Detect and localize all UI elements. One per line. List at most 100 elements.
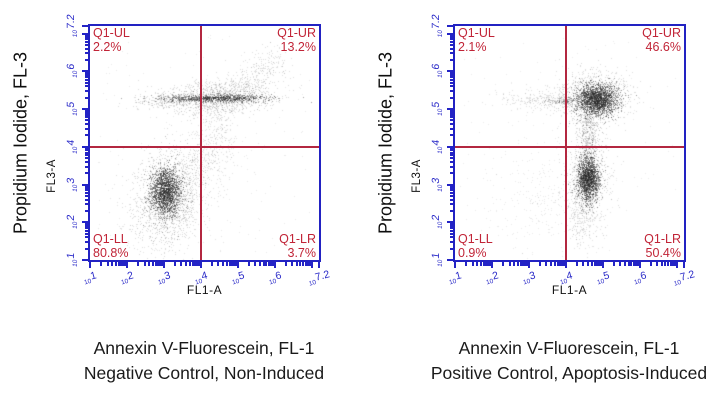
minor-tick [465, 262, 468, 266]
minor-tick [449, 165, 453, 168]
minor-tick [635, 262, 638, 266]
minor-tick [561, 262, 564, 266]
quadrant-stat-lower-left: Q1-LL 0.9% [458, 232, 493, 260]
tick-label: 102 [64, 214, 80, 230]
minor-tick [222, 262, 225, 266]
quadrant-stat-upper-right: Q1-UR 46.6% [642, 26, 681, 54]
minor-tick [173, 262, 176, 266]
y-axis-tick-labels: 101 102 103 104 105 106 107.2 [429, 13, 447, 267]
major-tick [490, 262, 493, 268]
minor-tick [598, 262, 601, 266]
minor-tick [582, 262, 585, 266]
minor-tick [84, 203, 88, 206]
minor-tick [449, 154, 453, 157]
major-tick [675, 262, 678, 268]
minor-tick [587, 262, 590, 266]
minor-tick [84, 43, 88, 46]
minor-tick [84, 224, 88, 227]
minor-tick [84, 172, 88, 175]
minor-tick [254, 262, 257, 266]
minor-tick [84, 236, 88, 239]
minor-tick [449, 34, 453, 37]
minor-tick [449, 116, 453, 119]
minor-tick [299, 262, 302, 266]
minor-tick [513, 262, 516, 266]
minor-tick [84, 187, 88, 190]
minor-tick [106, 262, 109, 266]
quadrant-name: Q1-LR [644, 232, 681, 246]
minor-tick [449, 36, 453, 39]
minor-tick [619, 262, 622, 266]
minor-tick [449, 147, 453, 150]
minor-tick [508, 262, 511, 266]
minor-tick [449, 224, 453, 227]
minor-tick [194, 262, 197, 266]
quadrant-gate-vertical-line [200, 26, 202, 260]
tick-label: 103 [429, 176, 445, 192]
major-tick [447, 32, 453, 35]
minor-tick [84, 194, 88, 197]
minor-tick [84, 185, 88, 188]
minor-tick [84, 34, 88, 37]
minor-tick [449, 232, 453, 235]
minor-tick [556, 262, 559, 266]
major-tick [564, 262, 567, 268]
minor-tick [538, 262, 541, 266]
minor-tick [553, 262, 556, 266]
major-tick [318, 262, 320, 268]
minor-tick [84, 154, 88, 157]
minor-tick [84, 165, 88, 168]
minor-tick [449, 203, 453, 206]
minor-tick [449, 119, 453, 122]
minor-tick [84, 58, 88, 61]
quadrant-stat-upper-left: Q1-UL 2.2% [93, 26, 130, 54]
major-tick [199, 262, 202, 268]
major-tick [447, 259, 453, 261]
minor-tick [84, 222, 88, 225]
quadrant-stat-upper-right: Q1-UR 13.2% [277, 26, 316, 54]
tick-label: 105 [429, 100, 445, 117]
minor-tick [449, 189, 453, 192]
minor-tick [449, 111, 453, 114]
minor-tick [217, 262, 220, 266]
quadrant-percent: 50.4% [645, 245, 681, 260]
major-tick [89, 262, 91, 268]
minor-tick [180, 262, 183, 266]
minor-tick [111, 262, 114, 266]
y-axis-channel-label: FL3-A [46, 159, 58, 193]
quadrant-percent: 13.2% [280, 39, 316, 54]
minor-tick [449, 109, 453, 112]
minor-tick [196, 262, 199, 266]
minor-tick [545, 262, 548, 266]
quadrant-gate-horizontal-line [455, 146, 684, 148]
minor-tick [489, 262, 492, 266]
major-tick [447, 183, 453, 186]
plot-caption: Annexin V-Fluorescein, FL-1 Positive Con… [399, 336, 724, 386]
quadrant-name: Q1-UR [277, 26, 316, 40]
plot-caption: Annexin V-Fluorescein, FL-1 Negative Con… [34, 336, 374, 386]
major-tick [447, 25, 453, 27]
minor-tick [120, 262, 123, 266]
quadrant-name: Q1-UR [642, 26, 681, 40]
minor-tick [84, 47, 88, 50]
minor-tick [487, 262, 490, 266]
minor-tick [449, 185, 453, 188]
minor-tick [228, 262, 231, 266]
quadrant-percent: 2.2% [93, 39, 122, 54]
minor-tick [664, 262, 667, 266]
tick-label: 104 [64, 138, 80, 155]
minor-tick [522, 262, 525, 266]
minor-tick [449, 127, 453, 130]
quadrant-stat-lower-left: Q1-LL 80.8% [93, 232, 128, 260]
quadrant-name: Q1-UL [93, 26, 130, 40]
y-axis-channel-label: FL3-A [411, 159, 423, 193]
minor-tick [235, 262, 238, 266]
major-tick [82, 221, 88, 224]
minor-tick [231, 262, 234, 266]
minor-tick [596, 262, 599, 266]
dot-plot-frame: Q1-UL 2.1% Q1-UR 46.6% Q1-LL 0.9% Q1-LR … [430, 13, 696, 287]
major-tick [82, 70, 88, 73]
major-tick [310, 262, 313, 268]
minor-tick [449, 151, 453, 154]
minor-tick [482, 262, 485, 266]
